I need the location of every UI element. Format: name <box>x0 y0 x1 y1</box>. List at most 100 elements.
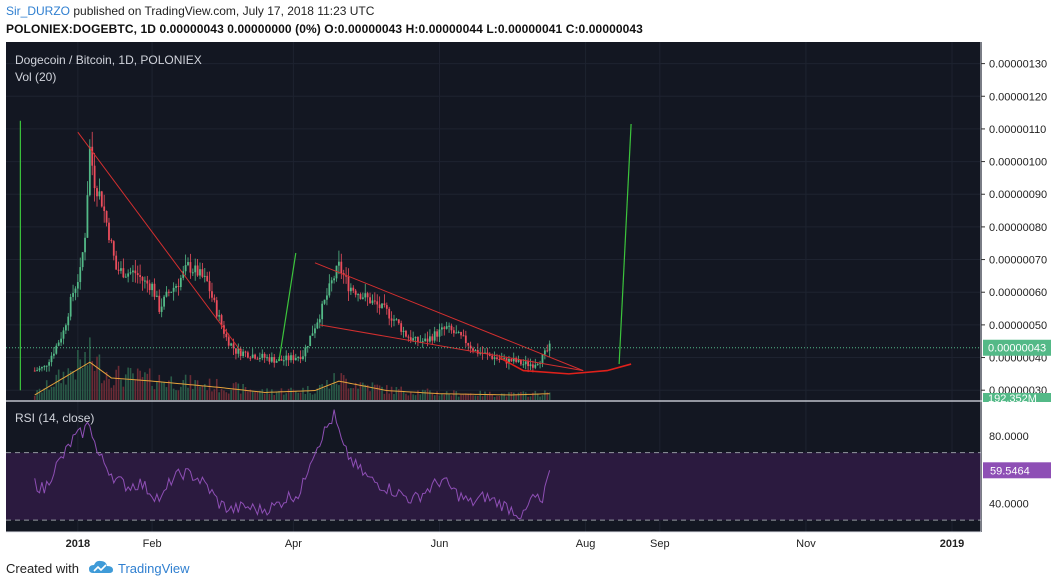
rsi-band <box>6 452 981 521</box>
volume-bar <box>218 392 220 400</box>
candle-body <box>249 357 252 359</box>
tradingview-cloud-icon[interactable] <box>88 559 114 577</box>
volume-bar <box>199 386 201 400</box>
candle-body <box>187 262 189 266</box>
candle-body <box>69 296 72 317</box>
volume-bar <box>536 393 539 400</box>
candle-body <box>163 296 165 307</box>
candle-body <box>203 275 206 277</box>
volume-bar <box>53 386 55 400</box>
price-tick-label: 0.00000090 <box>989 189 1047 201</box>
volume-bar <box>112 385 115 400</box>
volume-bar <box>311 394 314 400</box>
candle-body <box>294 357 297 361</box>
candle-body <box>72 292 74 297</box>
time-tick-label: Sep <box>650 538 670 550</box>
candle-body <box>464 335 467 344</box>
candle-body <box>177 286 180 288</box>
candle-body <box>412 338 415 341</box>
candle-body <box>347 276 350 292</box>
chart-area[interactable]: 0.00000030 0.00000040 0.00000050 0.00000060… <box>6 42 1056 552</box>
candle-body <box>33 370 36 372</box>
candle-body <box>457 331 460 333</box>
candle-body <box>165 291 168 297</box>
candle-body <box>194 265 197 273</box>
volume-bar <box>505 396 508 400</box>
volume-bar <box>421 389 424 400</box>
volume-bar <box>153 389 156 400</box>
volume-bar <box>65 384 67 400</box>
candle-body <box>235 348 237 354</box>
volume-bar <box>477 395 479 400</box>
candle-body <box>160 306 163 312</box>
volume-bar <box>510 392 513 400</box>
volume-ma-line <box>34 361 550 396</box>
volume-bar <box>86 365 89 400</box>
created-with-label: Created with <box>6 561 79 576</box>
candle-body <box>527 361 530 367</box>
candle-body <box>179 277 182 288</box>
volume-bar <box>60 383 62 400</box>
time-tick-label: 2019 <box>940 538 964 550</box>
volume-bar <box>436 391 438 400</box>
volume-bar <box>120 379 122 400</box>
volume-bar <box>117 365 120 400</box>
volume-bar <box>517 392 520 400</box>
candle-body <box>244 351 247 353</box>
tradingview-link[interactable]: TradingView <box>118 561 190 576</box>
volume-bar <box>239 393 242 400</box>
volume-bar <box>237 383 240 400</box>
volume-bar <box>184 374 187 400</box>
candle-body <box>369 297 371 304</box>
candle-body <box>196 265 199 276</box>
volume-bar <box>196 380 199 400</box>
candle-body <box>103 206 106 212</box>
candle-body <box>395 319 398 321</box>
candle-body <box>338 261 340 266</box>
volume-bar <box>101 383 103 400</box>
candle-body <box>359 294 362 299</box>
candle-body <box>378 304 381 309</box>
candle-body <box>431 336 434 341</box>
candle-body <box>115 255 118 270</box>
rsi-value-badge <box>983 462 1051 479</box>
annotation-projection <box>618 123 632 365</box>
volume-bar <box>453 390 455 400</box>
candle-body <box>450 325 453 331</box>
candle-body <box>474 350 477 352</box>
volume-bar <box>388 393 390 400</box>
published-text: published on TradingView.com, July 17, 2… <box>70 4 375 18</box>
price-chart[interactable]: 0.000000300.000000400.000000500.00000060… <box>6 42 1056 552</box>
volume-bar <box>124 374 127 400</box>
candle-body <box>438 329 441 337</box>
volume-bar <box>103 380 105 400</box>
volume-badge <box>983 393 1051 402</box>
volume-bar <box>223 390 225 400</box>
volume-bar <box>280 388 283 400</box>
candle-body <box>541 354 544 363</box>
volume-bar <box>263 393 266 400</box>
candle-body <box>38 368 41 371</box>
candle-body <box>352 287 355 291</box>
candle-body <box>48 362 51 366</box>
candle-body <box>230 343 233 346</box>
candle-body <box>105 211 108 223</box>
candle-body <box>129 272 132 274</box>
candle-body <box>223 325 225 334</box>
candle-body <box>60 338 62 343</box>
candle-body <box>268 357 271 362</box>
volume-bar <box>45 380 48 400</box>
candle-body <box>328 283 331 296</box>
author-link[interactable]: Sir_DURZO <box>6 4 71 18</box>
candle-body <box>436 331 438 337</box>
price-tick-label: 0.00000120 <box>989 91 1047 103</box>
volume-bar <box>366 384 369 400</box>
volume-bar <box>357 388 359 400</box>
candle-body <box>467 343 470 346</box>
candle-body <box>172 287 175 292</box>
volume-bar <box>474 395 477 400</box>
candle-body <box>98 191 101 197</box>
volume-bar <box>390 386 393 400</box>
time-tick-label: Apr <box>285 538 302 550</box>
volume-bar <box>333 373 335 400</box>
